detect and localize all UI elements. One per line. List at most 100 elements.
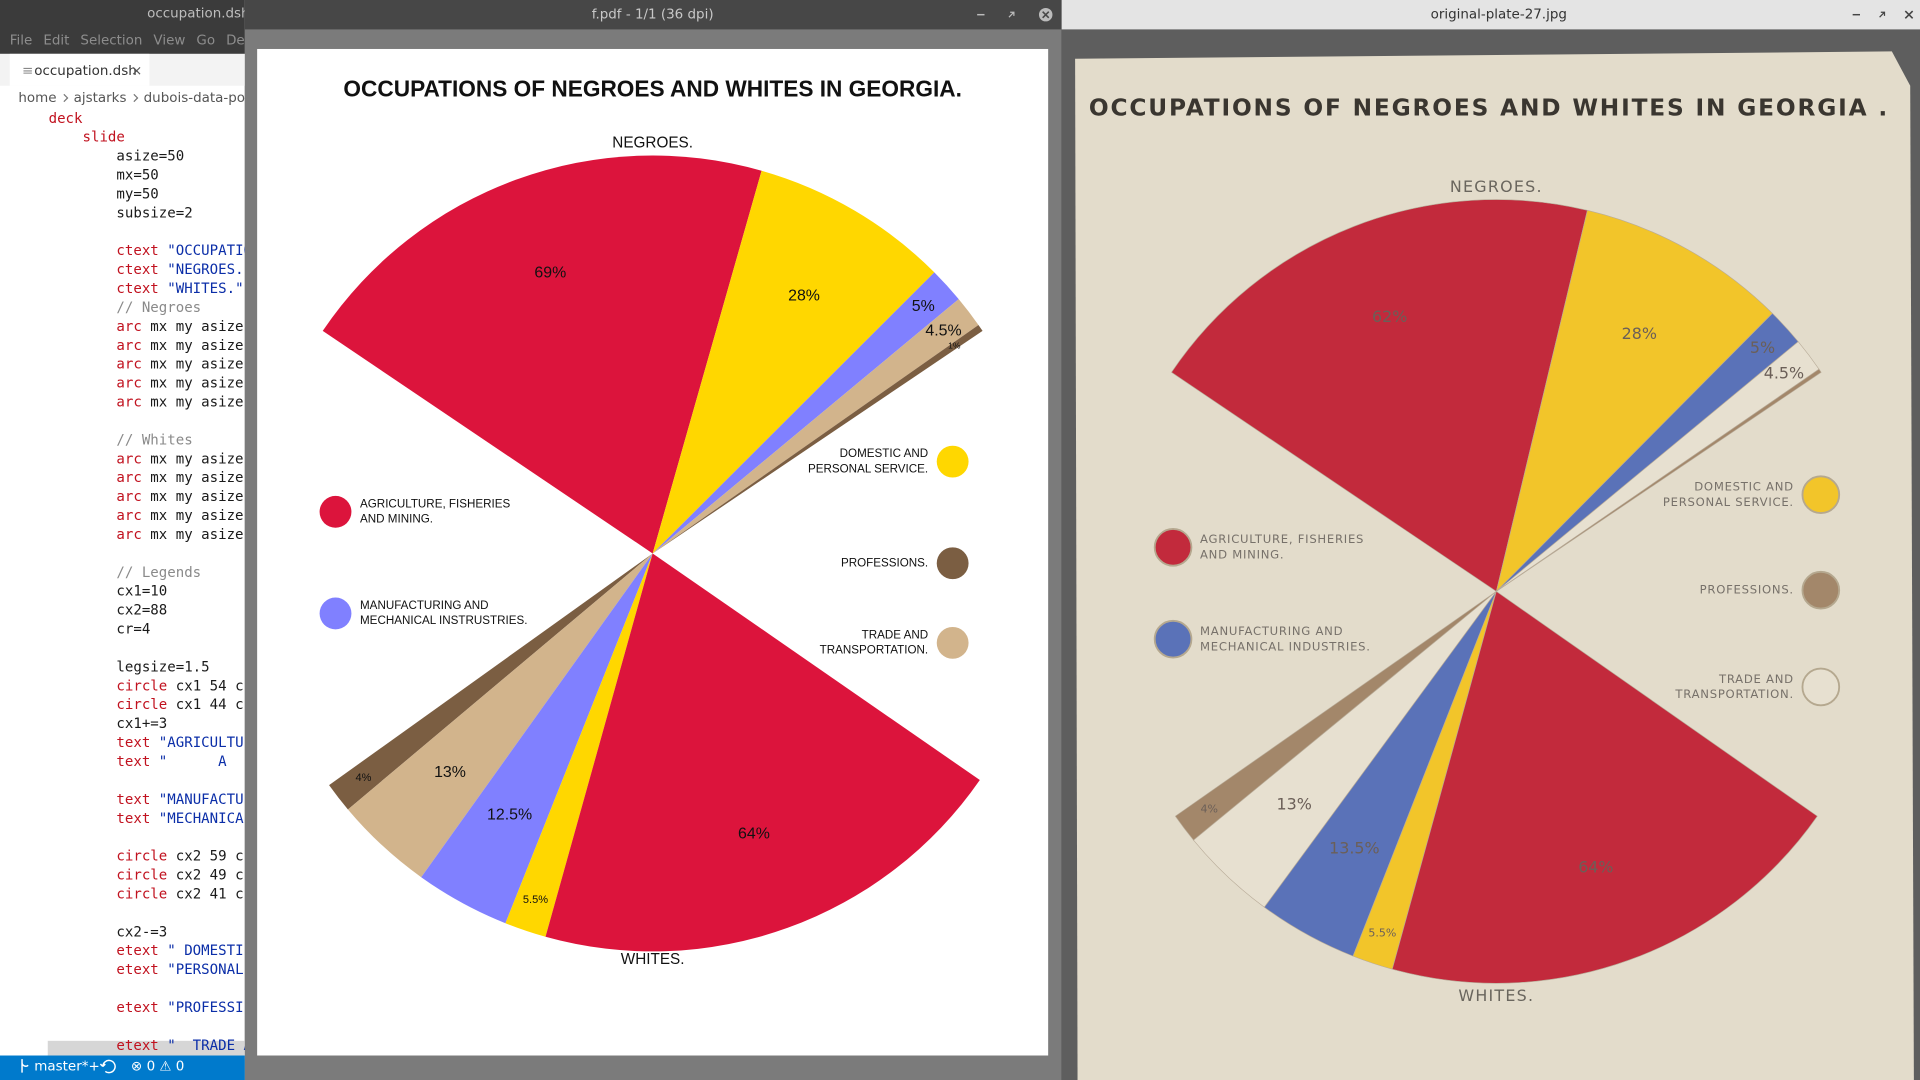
code-line: arc mx my asize: [15, 395, 244, 411]
menu-item[interactable]: View: [153, 33, 185, 48]
code-line: cx1=10: [15, 584, 168, 600]
code-token: ctext: [15, 243, 159, 259]
plate-bottom-label: WHITES.: [1458, 986, 1534, 1005]
code-token: cx2 49 c: [167, 868, 243, 884]
code-line: // Negroes: [15, 300, 201, 316]
status-problems[interactable]: ⊗ 0 ⚠ 0: [131, 1060, 184, 1075]
legend-label: DOMESTIC AND: [840, 447, 929, 460]
code-line: etext "PERSONAL: [15, 962, 244, 978]
tab[interactable]: [9, 53, 150, 86]
breadcrumb-item[interactable]: home: [18, 91, 56, 106]
code-line: cx1+=3: [15, 716, 168, 732]
code-line: // Whites: [15, 432, 193, 448]
wedge: [545, 553, 980, 952]
wedge-label: 64%: [738, 825, 770, 842]
code-token: my=50: [15, 186, 159, 202]
menu-item[interactable]: Go: [196, 33, 215, 48]
wedge-label: 13%: [434, 764, 466, 781]
legend-label: PERSONAL SERVICE.: [808, 462, 928, 475]
menu-item[interactable]: Debu: [226, 33, 262, 48]
code-line: arc mx my asize: [15, 376, 244, 392]
code-token: arc: [15, 489, 142, 505]
image-viewer-titlebar: [1061, 0, 1920, 30]
wedge: [652, 324, 983, 554]
close-icon: [1042, 11, 1050, 19]
plate-top-label: NEGROES.: [1450, 177, 1543, 196]
breadcrumb-item[interactable]: ajstarks: [74, 91, 127, 106]
code-token: " DOMESTI: [159, 943, 244, 959]
wedge-label: 5.5%: [1368, 926, 1396, 939]
wedge-label: 64%: [1578, 857, 1613, 876]
code-token: cx2 41 c: [167, 886, 243, 902]
code-token: etext: [15, 1000, 159, 1016]
code-line: circle cx2 49 c: [15, 868, 244, 884]
code-token: mx my asize: [142, 527, 244, 543]
wedge: [1495, 209, 1773, 593]
breadcrumb-separator: [63, 93, 69, 103]
maximize-button[interactable]: [1879, 11, 1886, 18]
breadcrumb-separator: [133, 93, 139, 103]
editor-background: [0, 0, 245, 1080]
wedge: [347, 553, 653, 878]
legend-label: PROFESSIONS.: [841, 556, 928, 569]
pdf-title: f.pdf - 1/1 (36 dpi): [592, 8, 714, 23]
code-token: arc: [15, 319, 142, 335]
code-token: "MECHANICA: [150, 811, 244, 827]
image: OCCUPATIONS OF NEGROES AND WHITES IN GEO…: [1075, 51, 1914, 1080]
tab-close[interactable]: ×: [131, 64, 142, 79]
code-token: cx2-=3: [15, 924, 168, 940]
menu-item[interactable]: Edit: [43, 33, 69, 48]
code-token: arc: [15, 357, 142, 373]
code-line: arc mx my asize: [15, 489, 244, 505]
code-line: deck: [15, 111, 83, 127]
menu-item[interactable]: File: [10, 33, 33, 48]
code-token: " A: [150, 754, 227, 770]
code-token: arc: [15, 395, 142, 411]
wedge: [1171, 199, 1588, 592]
sync-icon[interactable]: [99, 1059, 116, 1074]
code-token: arc: [15, 451, 142, 467]
plate-chart: OCCUPATIONS OF NEGROES AND WHITES IN GEO…: [1089, 94, 1887, 1005]
legend-label: PROFESSIONS.: [1700, 583, 1794, 597]
code-line: text "MECHANICA: [15, 811, 244, 827]
code-token: mx my asize: [142, 489, 244, 505]
code-token: asize=50: [15, 149, 185, 165]
tab-icon: ≡: [22, 64, 33, 79]
wedge: [1496, 368, 1822, 592]
legend-label: TRADE AND: [1718, 672, 1794, 686]
selection-highlight: [47, 1040, 245, 1060]
code-token: mx my asize: [142, 357, 244, 373]
code-token: "MANUFACTU: [150, 792, 243, 808]
legend-label: MECHANICAL INDUSTRIES.: [1200, 639, 1371, 653]
code-token: cx1=10: [15, 584, 168, 600]
close-button[interactable]: [1904, 10, 1914, 19]
pdf-titlebar: [244, 0, 1062, 30]
chart-title: OCCUPATIONS OF NEGROES AND WHITES IN GEO…: [343, 76, 961, 102]
tab-label[interactable]: occupation.dsh: [34, 64, 136, 79]
breadcrumb-item[interactable]: dubois-data-portrai: [144, 91, 274, 106]
code-token: ctext: [15, 281, 159, 297]
menu-item[interactable]: Selection: [80, 33, 142, 48]
status-branch[interactable]: master*+: [34, 1060, 99, 1075]
code-token: "PERSONAL: [159, 962, 244, 978]
code-line: mx=50: [15, 168, 159, 184]
code-token: cr=4: [15, 622, 151, 638]
legend-swatch: [1801, 475, 1841, 514]
maximize-button[interactable]: [1008, 11, 1015, 18]
legend-swatch: [1153, 528, 1193, 567]
legend-label: MANUFACTURING AND: [1200, 624, 1343, 638]
code-token: " TRADE A: [159, 1038, 253, 1054]
top-label: NEGROES.: [612, 134, 693, 151]
legend-label: TRANSPORTATION.: [1674, 687, 1793, 701]
legend-label: MECHANICAL INSTRUSTRIES.: [360, 614, 528, 627]
wedge-label: 5%: [912, 298, 935, 315]
wedge-label: 4.5%: [1764, 364, 1804, 383]
wedge: [1391, 590, 1818, 984]
bottom-label: WHITES.: [621, 951, 685, 968]
legend-label: AGRICULTURE, FISHERIES: [360, 497, 511, 510]
code-token: // Negroes: [15, 300, 201, 316]
code-token: etext: [15, 1038, 159, 1054]
code-token: ctext: [15, 262, 159, 278]
code-line: arc mx my asize: [15, 319, 244, 335]
